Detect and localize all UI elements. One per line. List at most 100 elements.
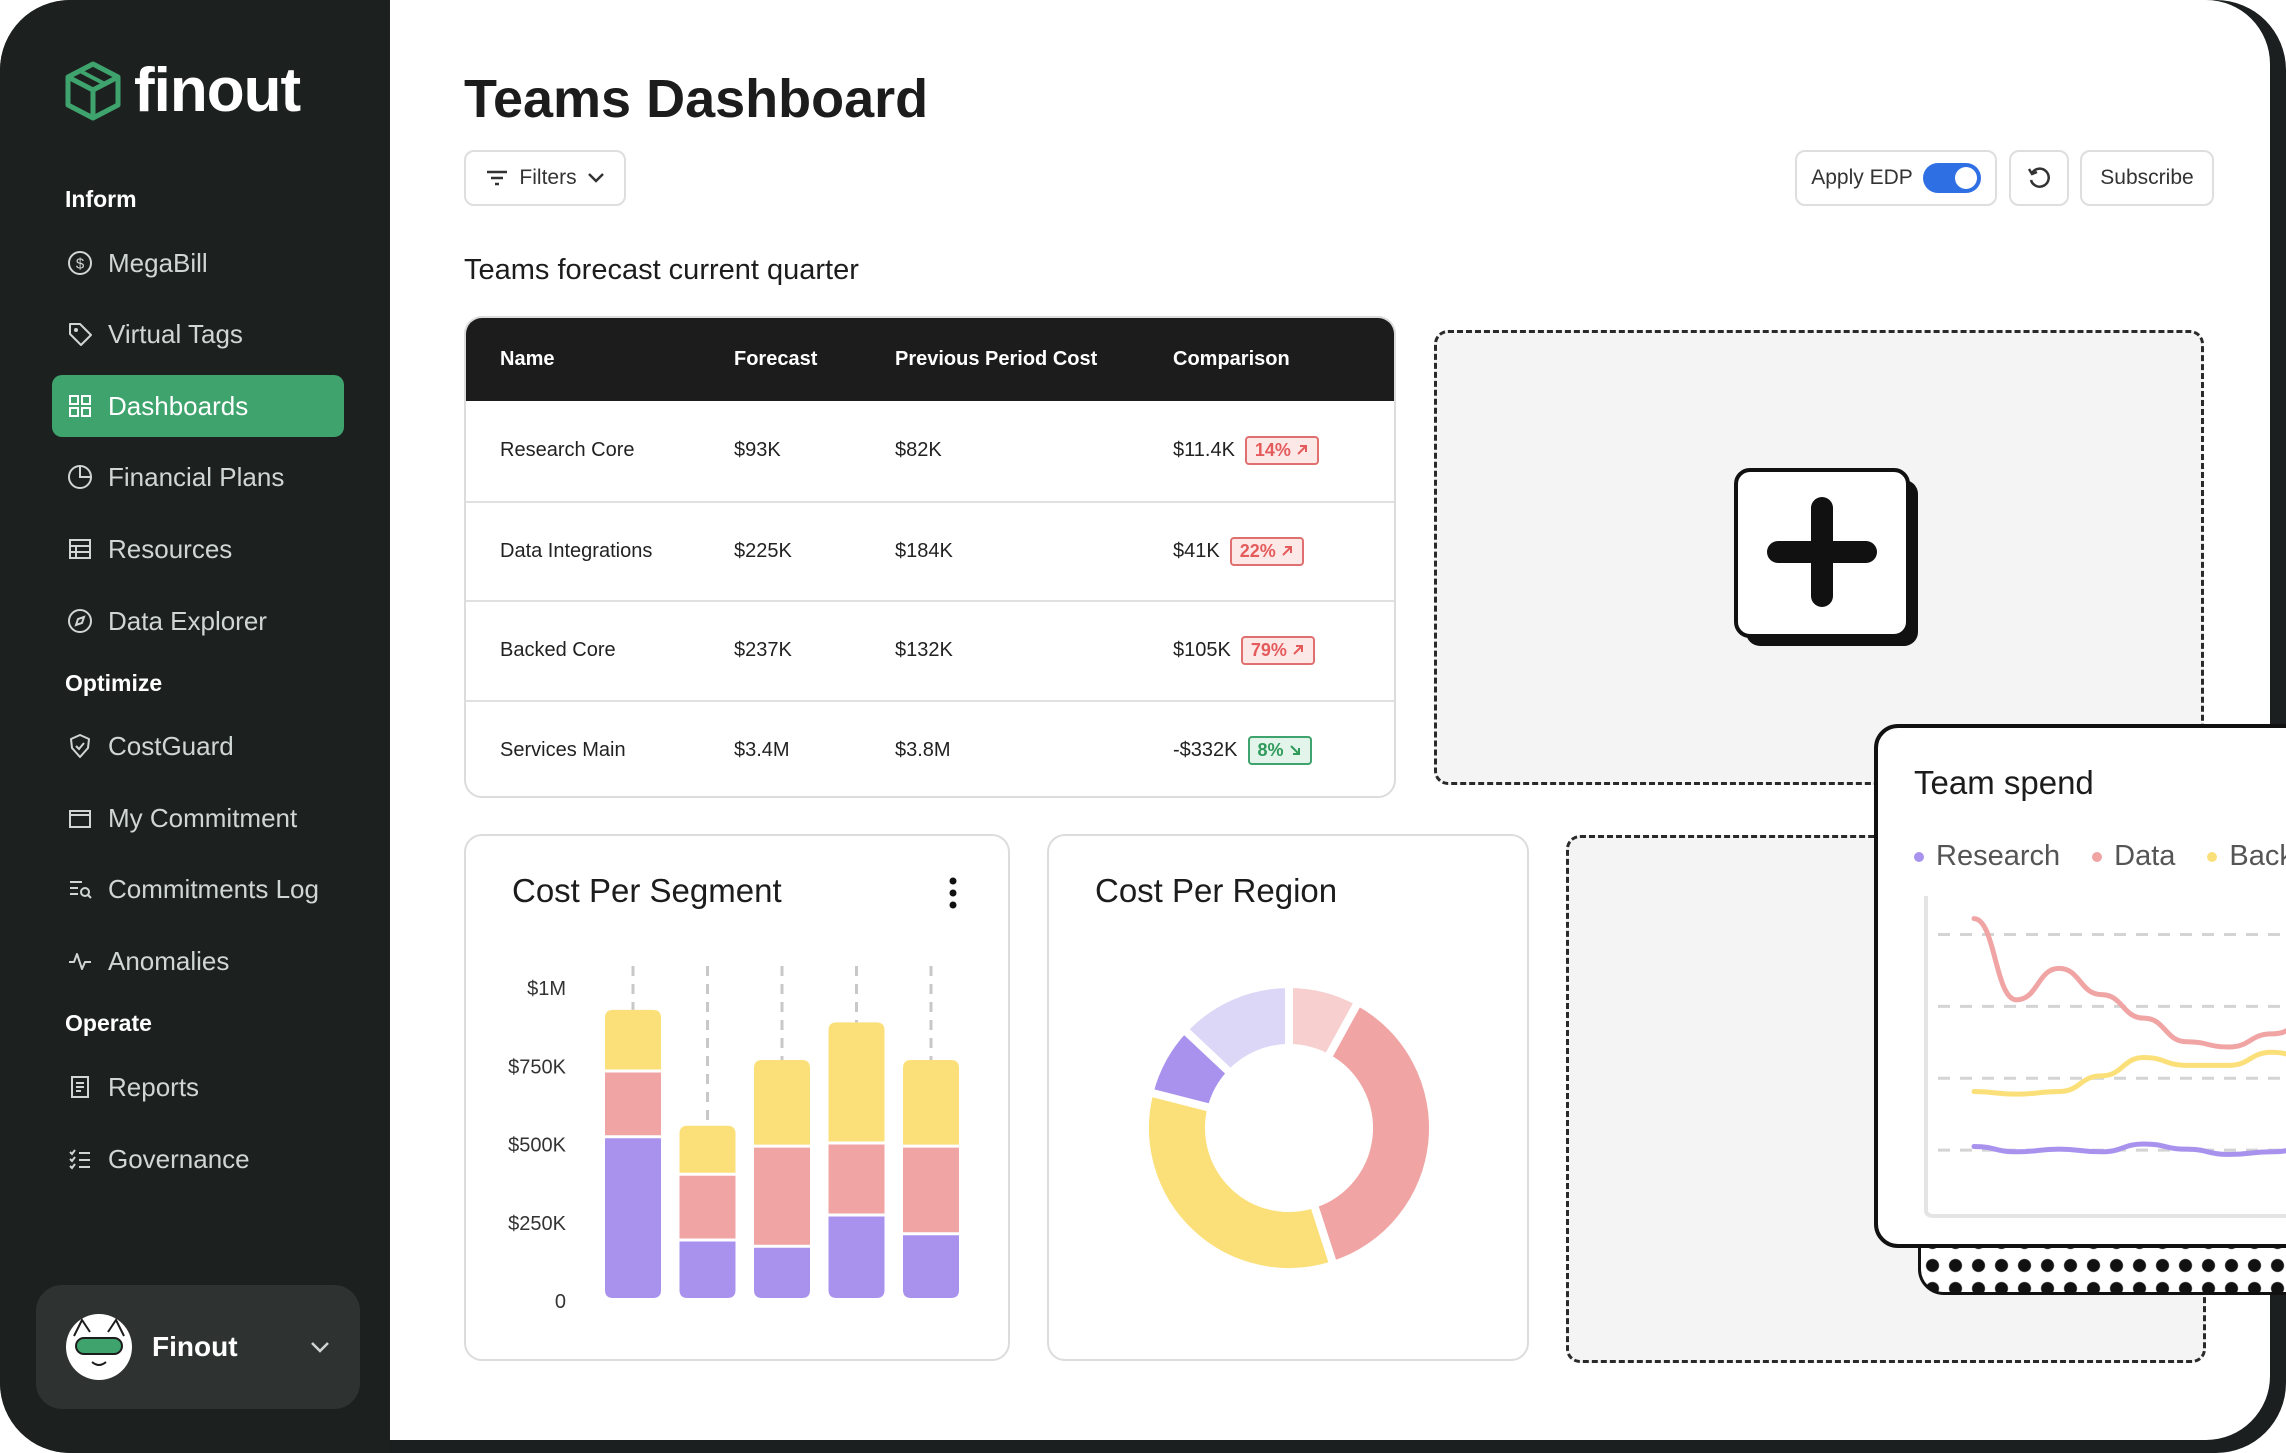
legend-item-data: Data xyxy=(2092,840,2175,873)
sidebar-item-data-explorer[interactable]: Data Explorer xyxy=(52,590,344,652)
column-header-name: Name xyxy=(500,348,555,370)
y-tick-label: $1M xyxy=(527,978,566,1000)
series-line-backend xyxy=(1971,1049,2286,1097)
bar-segment-backend xyxy=(605,1009,661,1070)
sidebar-item-label: Resources xyxy=(108,533,233,564)
table-icon xyxy=(69,539,91,559)
column-header-previous: Previous Period Cost xyxy=(895,348,1098,370)
page-title: Teams Dashboard xyxy=(464,69,929,129)
avatar xyxy=(66,1314,132,1380)
sidebar-item-label: Financial Plans xyxy=(108,461,285,492)
y-tick-label: $500K xyxy=(508,1135,566,1157)
logo-text: finout xyxy=(134,56,301,125)
chevron-down-icon xyxy=(311,1342,329,1353)
wallet-icon xyxy=(69,810,91,828)
table-row[interactable]: Backed Core $237K $132K $105K 79% xyxy=(466,600,1394,700)
grid-icon xyxy=(69,395,91,417)
filters-button[interactable]: Filters xyxy=(464,150,626,206)
filter-icon xyxy=(487,170,508,186)
table-row[interactable]: Research Core $93K $82K $11.4K 14% xyxy=(466,401,1394,501)
sidebar-item-label: MegaBill xyxy=(108,247,208,278)
checklist-icon xyxy=(69,1149,90,1170)
sidebar-item-reports[interactable]: Reports xyxy=(52,1056,344,1118)
refresh-icon xyxy=(2027,167,2050,188)
sidebar-item-label: Governance xyxy=(108,1143,250,1174)
arrow-up-right-icon xyxy=(1293,645,1303,655)
comparison-delta: $41K xyxy=(1173,539,1220,562)
sidebar-item-financial-plans[interactable]: Financial Plans xyxy=(52,446,344,508)
bar-segment-backend xyxy=(903,1059,959,1145)
more-options-icon[interactable] xyxy=(948,876,958,910)
cell-comparison: $11.4K 14% xyxy=(1173,436,1394,466)
section-inform: Inform xyxy=(65,186,137,212)
chevron-down-icon xyxy=(587,173,604,183)
forecast-table: Name Forecast Previous Period Cost Compa… xyxy=(464,316,1396,798)
finout-logo[interactable]: finout xyxy=(62,55,301,126)
sidebar-item-dashboards[interactable]: Dashboards xyxy=(52,375,344,437)
sidebar-item-governance[interactable]: Governance xyxy=(52,1128,344,1190)
sidebar-item-label: Anomalies xyxy=(108,945,230,976)
arrow-up-right-icon xyxy=(1282,545,1292,556)
section-operate: Operate xyxy=(65,1010,152,1036)
arrow-down-right-icon xyxy=(1289,745,1300,755)
bar-segment-backend xyxy=(828,1022,885,1142)
cube-logo-icon xyxy=(65,61,121,120)
bar-segment-data xyxy=(754,1147,810,1245)
team-spend-card[interactable]: Team spend Research Data Backend xyxy=(1874,724,2286,1248)
y-tick-label: $750K xyxy=(508,1056,566,1078)
add-widget-button[interactable] xyxy=(1734,468,1920,648)
sidebar-item-resources[interactable]: Resources xyxy=(52,518,344,580)
trend-badge: 79% xyxy=(1240,636,1315,666)
shield-check-icon xyxy=(70,734,90,758)
trend-badge: 22% xyxy=(1229,536,1304,566)
sidebar-item-megabill[interactable]: $ MegaBill xyxy=(52,232,344,294)
cell-previous: $3.8M xyxy=(895,738,951,761)
y-tick-label: 0 xyxy=(555,1291,566,1313)
trend-badge: 14% xyxy=(1244,436,1319,466)
sidebar-item-virtual-tags[interactable]: Virtual Tags xyxy=(52,303,344,365)
segment-bar-chart: $1M $750K $500K $250K 0 xyxy=(508,966,959,1313)
sidebar-item-label: Dashboards xyxy=(108,390,249,421)
edp-switch[interactable] xyxy=(1922,163,1981,193)
bar-segment-data xyxy=(605,1072,661,1136)
column-header-comparison: Comparison xyxy=(1173,348,1290,370)
cell-previous: $82K xyxy=(895,439,942,462)
apply-edp-toggle[interactable]: Apply EDP xyxy=(1795,150,1997,206)
comparison-delta: $105K xyxy=(1173,639,1231,662)
sidebar-item-commitments-log[interactable]: Commitments Log xyxy=(52,858,344,920)
chart-axis xyxy=(1924,896,2286,1218)
subscribe-button[interactable]: Subscribe xyxy=(2080,150,2214,206)
table-row[interactable]: Data Integrations $225K $184K $41K 22% xyxy=(466,500,1394,601)
y-tick-label: $250K xyxy=(508,1213,566,1235)
main-content: Teams Dashboard Filters Apply EDP Subscr… xyxy=(390,0,2286,1440)
compass-icon xyxy=(68,609,92,633)
column-header-forecast: Forecast xyxy=(734,348,818,370)
user-menu[interactable]: Finout xyxy=(36,1285,360,1409)
bar-segment-data xyxy=(828,1144,885,1214)
cell-name: Research Core xyxy=(500,439,635,462)
dollar-circle-icon: $ xyxy=(68,251,92,275)
sidebar: finout Inform $ MegaBill Virtual Tags Da… xyxy=(0,0,390,1453)
sidebar-item-my-commitment[interactable]: My Commitment xyxy=(52,787,344,849)
comparison-delta: -$332K xyxy=(1173,738,1238,761)
sidebar-item-label: Commitments Log xyxy=(108,873,319,904)
sidebar-item-label: Reports xyxy=(108,1071,200,1102)
user-name: Finout xyxy=(152,1331,238,1362)
pie-icon xyxy=(68,465,92,489)
cell-comparison: -$332K 8% xyxy=(1173,735,1394,765)
cell-comparison: $41K 22% xyxy=(1173,536,1394,566)
refresh-button[interactable] xyxy=(2009,150,2069,206)
apply-edp-label: Apply EDP xyxy=(1811,166,1913,189)
series-line-research xyxy=(1971,1141,2286,1157)
donut-slice xyxy=(1178,979,1293,1079)
bar-segment-research xyxy=(754,1247,810,1298)
report-icon xyxy=(71,1076,89,1098)
bar-segment-data xyxy=(679,1175,736,1239)
bar-segment-research xyxy=(903,1235,959,1298)
sidebar-item-anomalies[interactable]: Anomalies xyxy=(52,930,344,992)
sidebar-item-costguard[interactable]: CostGuard xyxy=(52,715,344,777)
list-search-icon xyxy=(70,881,92,899)
cell-previous: $184K xyxy=(895,539,953,562)
table-row[interactable]: Services Main $3.4M $3.8M -$332K 8% xyxy=(466,699,1394,797)
